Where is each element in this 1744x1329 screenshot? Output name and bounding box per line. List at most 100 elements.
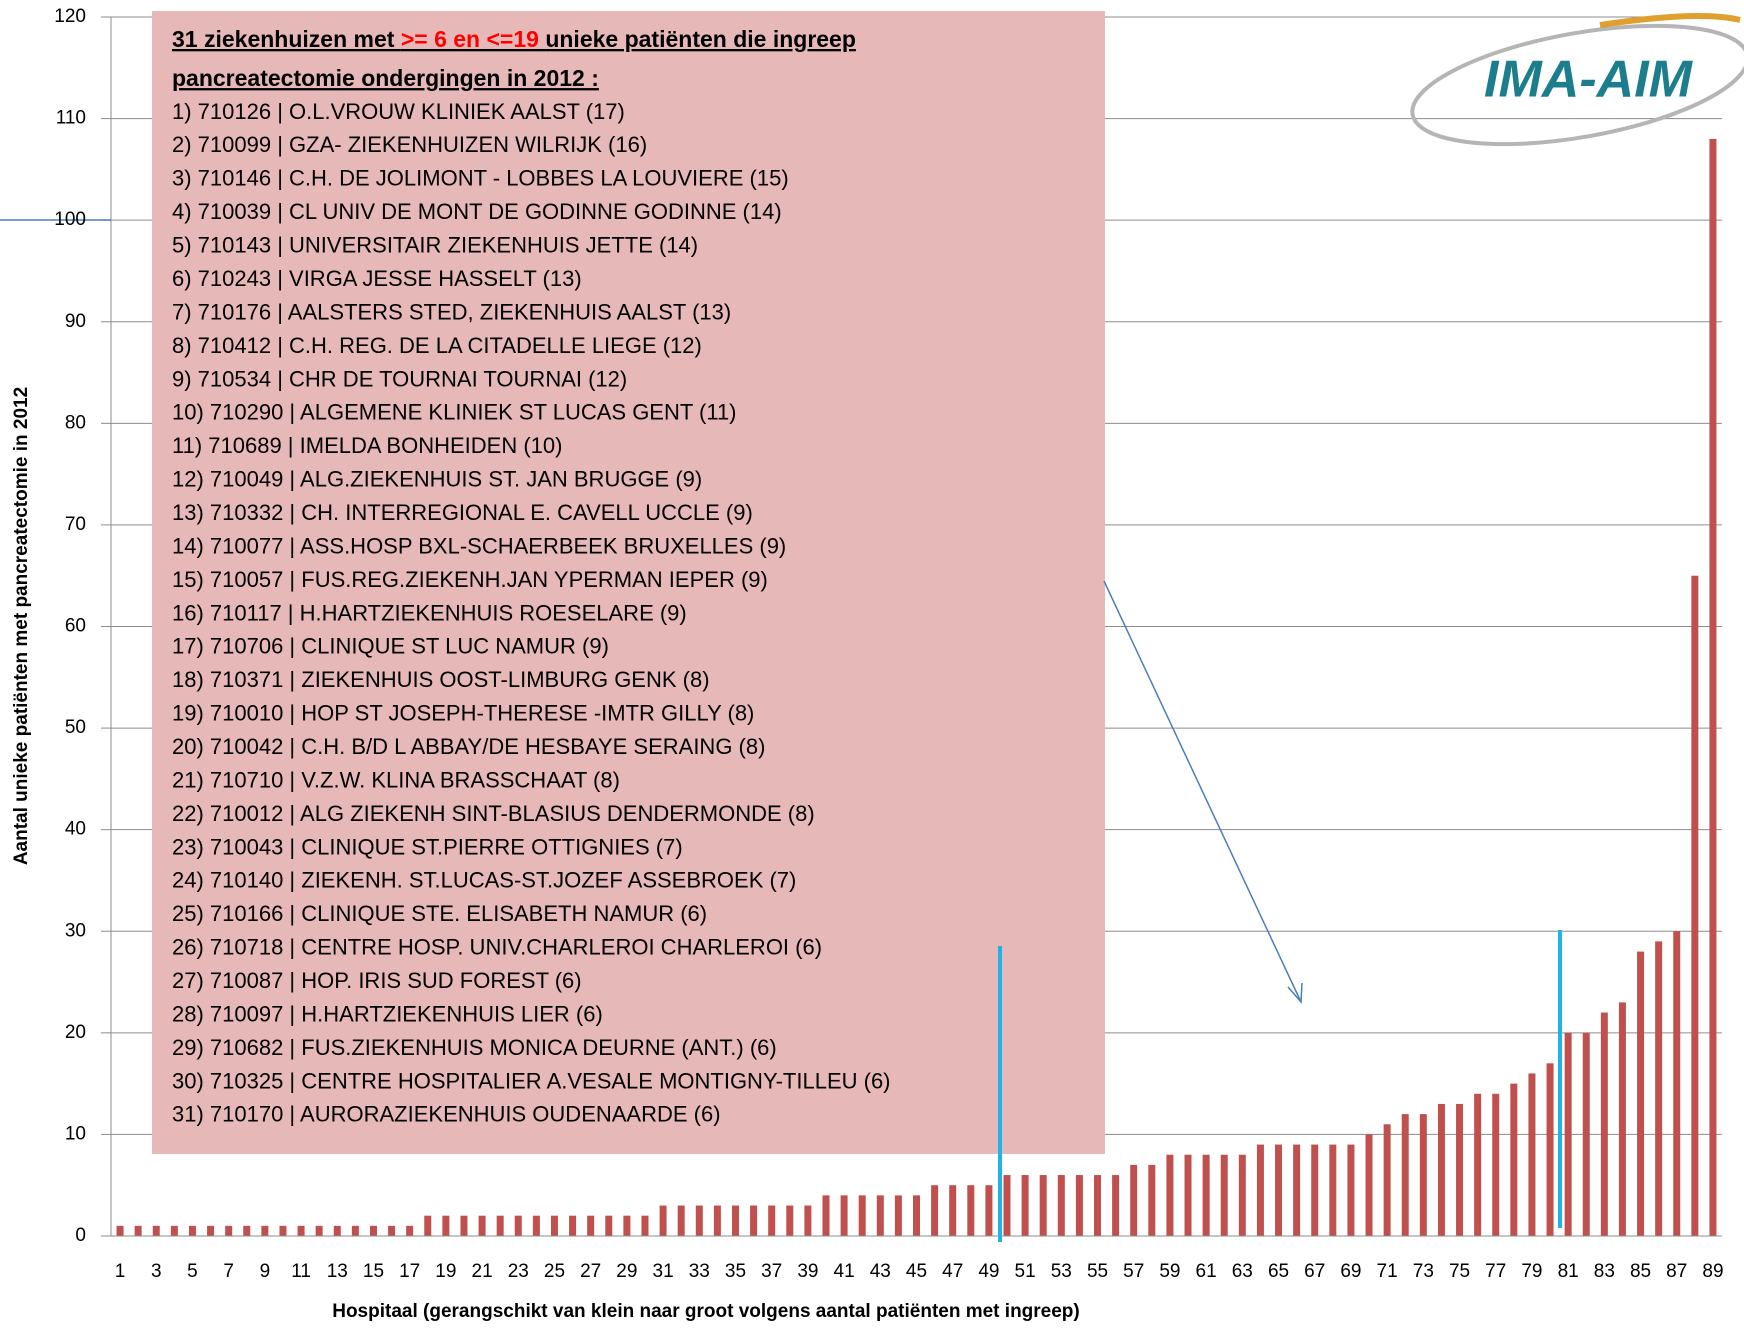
x-tick-label: 69 [1340,1261,1361,1282]
bar [1166,1154,1174,1236]
y-tick-label: 100 [54,209,86,230]
bar [1184,1154,1192,1236]
bar [1582,1032,1590,1236]
bar [1094,1175,1102,1236]
bar [532,1215,540,1236]
bar [207,1225,215,1236]
bar [1112,1175,1120,1236]
box-item: 20) 710042 | C.H. B/D L ABBAY/DE HESBAYE… [172,734,765,759]
x-tick-label: 41 [834,1261,855,1282]
logo-text: IMA-AIM [1484,51,1694,109]
bar [985,1185,993,1236]
bar [822,1195,830,1236]
bar [913,1195,920,1236]
bar [1546,1063,1554,1236]
box-title: pancreatectomie ondergingen in 2012 : [172,65,599,91]
box-item: 9) 710534 | CHR DE TOURNAI TOURNAI (12) [172,366,627,391]
x-tick-label: 39 [797,1261,818,1282]
x-tick-label: 77 [1485,1261,1506,1282]
x-tick-label: 61 [1196,1261,1217,1282]
x-tick-label: 11 [291,1261,311,1282]
bar [1311,1144,1319,1236]
x-tick-label: 71 [1377,1261,1398,1282]
bar [858,1195,866,1236]
bar [333,1225,341,1236]
box-item: 21) 710710 | V.Z.W. KLINA BRASSCHAAT (8) [172,767,620,792]
box-item: 12) 710049 | ALG.ZIEKENHUIS ST. JAN BRUG… [172,467,702,492]
x-tick-label: 17 [399,1261,420,1282]
x-tick-label: 83 [1594,1261,1615,1282]
y-tick-label: 90 [65,311,86,332]
box-item: 27) 710087 | HOP. IRIS SUD FOREST (6) [172,968,582,993]
bar [731,1205,739,1236]
box-item: 28) 710097 | H.HARTZIEKENHUIS LIER (6) [172,1001,603,1026]
bar [768,1205,776,1236]
bar [170,1225,178,1236]
x-tick-label: 13 [327,1261,348,1282]
bar [1709,138,1717,1236]
x-tick-label: 37 [761,1261,782,1282]
bar [641,1215,649,1236]
box-item: 24) 710140 | ZIEKENH. ST.LUCAS-ST.JOZEF … [172,868,796,893]
bar [1401,1114,1409,1236]
x-tick-label: 19 [435,1261,456,1282]
box-item: 4) 710039 | CL UNIV DE MONT DE GODINNE G… [172,199,782,224]
box-item: 30) 710325 | CENTRE HOSPITALIER A.VESALE… [172,1068,891,1093]
bars [116,138,1717,1236]
bar [442,1215,450,1236]
x-tick-label: 67 [1304,1261,1325,1282]
bar [388,1225,396,1236]
x-tick-label: 81 [1558,1261,1579,1282]
box-title-part: >= 6 en <=19 [401,26,546,52]
bar [840,1195,848,1236]
x-tick-label: 73 [1413,1261,1434,1282]
bar [695,1205,703,1236]
bar [1220,1154,1228,1236]
x-tick-label: 47 [942,1261,963,1282]
box-item: 11) 710689 | IMELDA BONHEIDEN (10) [172,433,562,458]
bar [1673,931,1681,1236]
bar [587,1215,595,1236]
x-tick-label: 15 [363,1261,384,1282]
bar [1256,1144,1264,1236]
bar [1564,1032,1572,1236]
bar [279,1225,287,1236]
annotation-box [152,11,1105,1154]
x-tick-label: 3 [151,1261,162,1282]
bar [261,1225,269,1236]
x-tick-label: 31 [653,1261,674,1282]
bar [876,1195,884,1236]
bar [1021,1175,1029,1236]
box-item: 8) 710412 | C.H. REG. DE LA CITADELLE LI… [172,333,702,358]
x-tick-label: 51 [1015,1261,1036,1282]
bar [967,1185,975,1236]
box-item: 2) 710099 | GZA- ZIEKENHUIZEN WILRIJK (1… [172,132,647,157]
arrow [1103,580,1302,1003]
box-item: 17) 710706 | CLINIQUE ST LUC NAMUR (9) [172,634,609,659]
bar [514,1215,522,1236]
bar [1238,1154,1246,1236]
bar [605,1215,613,1236]
x-tick-label: 57 [1123,1261,1144,1282]
bar [550,1215,558,1236]
bar [1075,1175,1083,1236]
bar [1329,1144,1337,1236]
bar [424,1215,432,1236]
box-item: 1) 710126 | O.L.VROUW KLINIEK AALST (17) [172,99,625,124]
x-tick-label: 87 [1666,1261,1687,1282]
x-tick-label: 7 [223,1261,234,1282]
logo-swoosh-color [1599,13,1741,28]
bar [406,1225,414,1236]
bar [1419,1114,1427,1236]
x-tick-label: 79 [1521,1261,1542,1282]
y-tick-label: 10 [65,1123,86,1144]
x-tick-label: 9 [260,1261,271,1282]
box-item: 31) 710170 | AURORAZIEKENHUIS OUDENAARDE… [172,1102,721,1127]
bar [1365,1134,1373,1236]
bar [1293,1144,1301,1236]
y-tick-label: 80 [65,412,86,433]
y-tick-label: 60 [65,616,86,637]
bar [894,1195,902,1236]
logo: IMA-AIM [1410,13,1744,147]
